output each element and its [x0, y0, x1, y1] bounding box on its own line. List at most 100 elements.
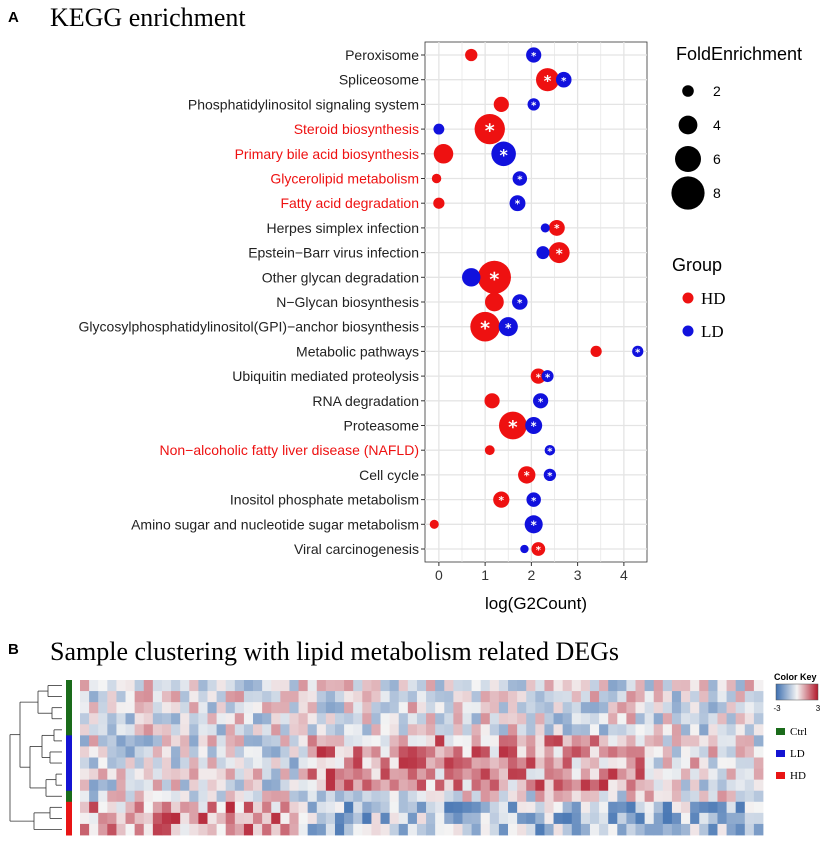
bubble-ld: *	[491, 141, 516, 167]
heatmap-cell	[726, 768, 737, 781]
heatmap-cell	[152, 713, 163, 725]
heatmap-cell	[508, 680, 518, 692]
heatmap-cell	[480, 735, 491, 747]
bubble-ld: *	[512, 171, 528, 186]
heatmap-cell	[380, 757, 391, 769]
significance-star: *	[499, 146, 508, 165]
heatmap-cell	[143, 801, 154, 814]
heatmap-cell	[489, 724, 500, 736]
heatmap-cell	[271, 746, 281, 758]
heatmap-cell	[517, 702, 527, 714]
heatmap-cell	[708, 779, 718, 792]
heatmap-cell	[407, 812, 418, 825]
bubble-mark	[531, 542, 546, 556]
heatmap-cell	[690, 680, 700, 692]
heatmap-cell	[426, 768, 436, 781]
heatmap-cell	[298, 823, 309, 836]
heatmap-cell	[690, 735, 700, 747]
heatmap-cell	[180, 790, 190, 803]
heatmap-cell	[589, 812, 600, 825]
heatmap-cell	[744, 713, 755, 725]
significance-star: *	[517, 298, 523, 309]
heatmap-cell	[198, 702, 208, 714]
heatmap-cell	[125, 735, 136, 747]
heatmap-cell	[371, 724, 381, 736]
significance-star: *	[480, 318, 490, 340]
heatmap-cell	[143, 691, 154, 703]
x-axis-title: log(G2Count)	[485, 594, 587, 613]
heatmap-cell	[198, 757, 208, 769]
heatmap-cell	[735, 768, 746, 781]
heatmap-cell	[171, 790, 181, 803]
heatmap-cell	[471, 823, 482, 836]
heatmap-cell	[416, 812, 427, 825]
heatmap-cell	[389, 680, 400, 692]
heatmap-cell	[444, 812, 454, 825]
group-legend-label: HD	[701, 289, 726, 308]
heatmap-cell	[453, 779, 463, 792]
heatmap-cell	[216, 790, 227, 803]
category-labels: Peroxisome Spliceosome Phosphatidylinosito…	[79, 47, 420, 557]
heatmap-cell	[298, 713, 309, 725]
heatmap-cell	[580, 779, 591, 792]
heatmap-cell	[681, 702, 691, 714]
heatmap-cell	[617, 713, 627, 725]
heatmap-cell	[116, 735, 126, 747]
heatmap-cell	[480, 680, 491, 692]
heatmap-cell	[298, 768, 309, 781]
size-legend-items: 2 4 6 8	[671, 83, 721, 210]
color-key-title: Color Key	[774, 672, 817, 682]
heatmap-cell	[489, 746, 500, 758]
heatmap-cell	[298, 691, 309, 703]
heatmap-cell	[580, 724, 591, 736]
heatmap-cell	[571, 680, 582, 692]
heatmap-cell	[599, 691, 609, 703]
heatmap-cell	[89, 779, 99, 792]
heatmap-cell	[517, 812, 527, 825]
heatmap-cell	[571, 812, 582, 825]
heatmap-cell	[380, 746, 391, 758]
heatmap-cell	[198, 812, 208, 825]
heatmap-cell	[89, 801, 99, 814]
heatmap-cell	[353, 779, 363, 792]
heatmap-cell	[353, 746, 363, 758]
heatmap-cell	[681, 746, 691, 758]
heatmap-cell	[234, 790, 245, 803]
heatmap-cell	[116, 702, 126, 714]
heatmap-cell	[334, 768, 345, 781]
heatmap-cell	[243, 713, 254, 725]
heatmap-cell	[307, 713, 318, 725]
heatmap-cell	[553, 812, 564, 825]
heatmap-cell	[389, 702, 400, 714]
heatmap-cell	[134, 790, 145, 803]
heatmap-cell	[307, 779, 318, 792]
heatmap-cell	[253, 735, 263, 747]
heatmap-cell	[435, 691, 445, 703]
heatmap-cell	[662, 779, 673, 792]
heatmap-cell	[152, 702, 163, 714]
heatmap-cell	[589, 801, 600, 814]
heatmap-cell	[134, 691, 145, 703]
heatmap-cell	[662, 790, 673, 803]
heatmap-cell	[599, 746, 609, 758]
heatmap-cell	[98, 757, 108, 769]
heatmap-cell	[617, 680, 627, 692]
heatmap-cell	[280, 713, 290, 725]
heatmap-cell	[498, 702, 509, 714]
category-label: Other glycan degradation	[262, 269, 419, 285]
heatmap-cell	[225, 779, 236, 792]
heatmap-cell	[243, 790, 254, 803]
heatmap-cell	[380, 680, 391, 692]
heatmap-cell	[480, 702, 491, 714]
heatmap-cell	[253, 702, 263, 714]
heatmap-cell	[453, 746, 463, 758]
heatmap-cell	[626, 757, 636, 769]
heatmap-cell	[462, 779, 472, 792]
heatmap-cell	[380, 779, 391, 792]
heatmap-cell	[653, 680, 664, 692]
heatmap-cell	[708, 724, 718, 736]
heatmap-cell	[362, 691, 372, 703]
heatmap-cell	[744, 790, 755, 803]
heatmap-cell	[125, 713, 136, 725]
heatmap-cell	[444, 757, 454, 769]
